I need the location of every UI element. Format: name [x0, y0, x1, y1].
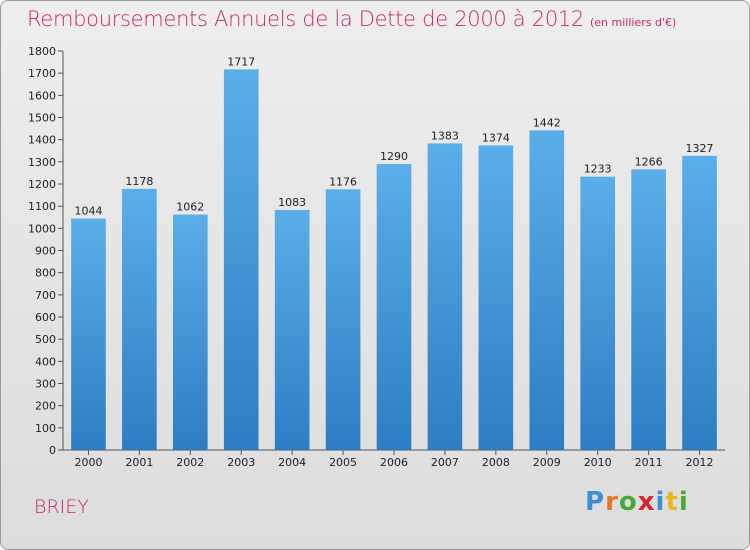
y-tick-label: 1600 [28, 89, 56, 102]
y-tick-label: 1000 [28, 222, 56, 235]
y-tick-label: 600 [35, 311, 56, 324]
y-tick-label: 1700 [28, 67, 56, 80]
bars [71, 69, 717, 451]
y-tick-label: 700 [35, 289, 56, 302]
y-tick-label: 500 [35, 333, 56, 346]
logo-letter: i [678, 487, 689, 517]
y-tick-label: 0 [49, 444, 56, 457]
logo-letter: x [637, 487, 656, 517]
y-tick-label: 200 [35, 400, 56, 413]
bar-2004 [274, 209, 310, 450]
bar-2009 [529, 130, 565, 450]
x-tick-label-2007: 2007 [431, 456, 459, 469]
data-label-2004: 1083 [278, 196, 306, 209]
data-label-2011: 1266 [635, 155, 663, 168]
x-tick-label-2006: 2006 [380, 456, 408, 469]
data-label-2009: 1442 [533, 116, 561, 129]
logo-letter: o [618, 487, 638, 517]
x-tick-label-2004: 2004 [278, 456, 306, 469]
x-tick-label-2003: 2003 [227, 456, 255, 469]
y-tick-label: 1400 [28, 134, 56, 147]
y-tick-label: 800 [35, 267, 56, 280]
x-tick-label-2010: 2010 [584, 456, 612, 469]
x-tick-label-2011: 2011 [635, 456, 663, 469]
data-label-2001: 1178 [125, 175, 153, 188]
y-tick-label: 100 [35, 422, 56, 435]
bar-2012 [682, 155, 717, 450]
bar-2001 [122, 188, 157, 451]
y-tick-label: 1500 [28, 112, 56, 125]
y-tick-label: 900 [35, 245, 56, 258]
y-tick-label: 1800 [28, 45, 56, 58]
y-tick-label: 1100 [28, 200, 56, 213]
y-tick-label: 1200 [28, 178, 56, 191]
y-tick-label: 300 [35, 378, 56, 391]
bar-2005 [325, 189, 361, 450]
data-label-2002: 1062 [176, 201, 204, 214]
bar-2002 [172, 214, 208, 450]
logo-letter: P [585, 487, 606, 517]
x-tick-label-2008: 2008 [482, 456, 510, 469]
data-label-2000: 1044 [74, 205, 102, 218]
title-row: Remboursements Annuels de la Dette de 20… [27, 7, 676, 31]
data-label-2012: 1327 [686, 142, 714, 155]
data-label-2010: 1233 [584, 163, 612, 176]
y-tick-label: 1300 [28, 156, 56, 169]
logo-letter: t [665, 487, 679, 517]
proxiti-logo[interactable]: Proxiti [585, 487, 689, 517]
x-tick-label-2002: 2002 [176, 456, 204, 469]
x-tick-label-2009: 2009 [533, 456, 561, 469]
data-label-2008: 1374 [482, 131, 510, 144]
bar-2003 [223, 69, 259, 451]
chart-title: Remboursements Annuels de la Dette de 20… [27, 7, 584, 31]
x-tick-label-2012: 2012 [686, 456, 714, 469]
bar-2006 [376, 164, 412, 451]
logo-letter: i [655, 487, 666, 517]
y-axis: 0 100 200 300 400 500 600 700 800 900 1000 1100 1200… [28, 45, 64, 457]
bar-2011 [631, 169, 666, 450]
x-tick-label-2001: 2001 [125, 456, 153, 469]
data-label-2006: 1290 [380, 150, 408, 163]
logo-letter: r [605, 487, 619, 517]
bar-2000 [71, 218, 106, 450]
chart-subtitle: (en milliers d'€) [590, 16, 677, 29]
y-tick-label: 400 [35, 355, 56, 368]
x-tick-label-2000: 2000 [74, 456, 102, 469]
data-label-2007: 1383 [431, 129, 459, 142]
x-tick-label-2005: 2005 [329, 456, 357, 469]
data-label-2003: 1717 [227, 55, 255, 68]
data-label-2005: 1176 [329, 175, 357, 188]
bar-2007 [427, 143, 463, 450]
commune-name: BRIEY [34, 496, 89, 518]
bar-2008 [478, 145, 514, 450]
bar-2010 [580, 176, 616, 450]
x-axis: 2000 2001 2002 2003 2004 2005 2006 2007 2008 2009… [63, 449, 725, 469]
data-labels: 1044 1178 1062 1717 1083 1176 1290 1383 1374 1442… [74, 55, 713, 217]
